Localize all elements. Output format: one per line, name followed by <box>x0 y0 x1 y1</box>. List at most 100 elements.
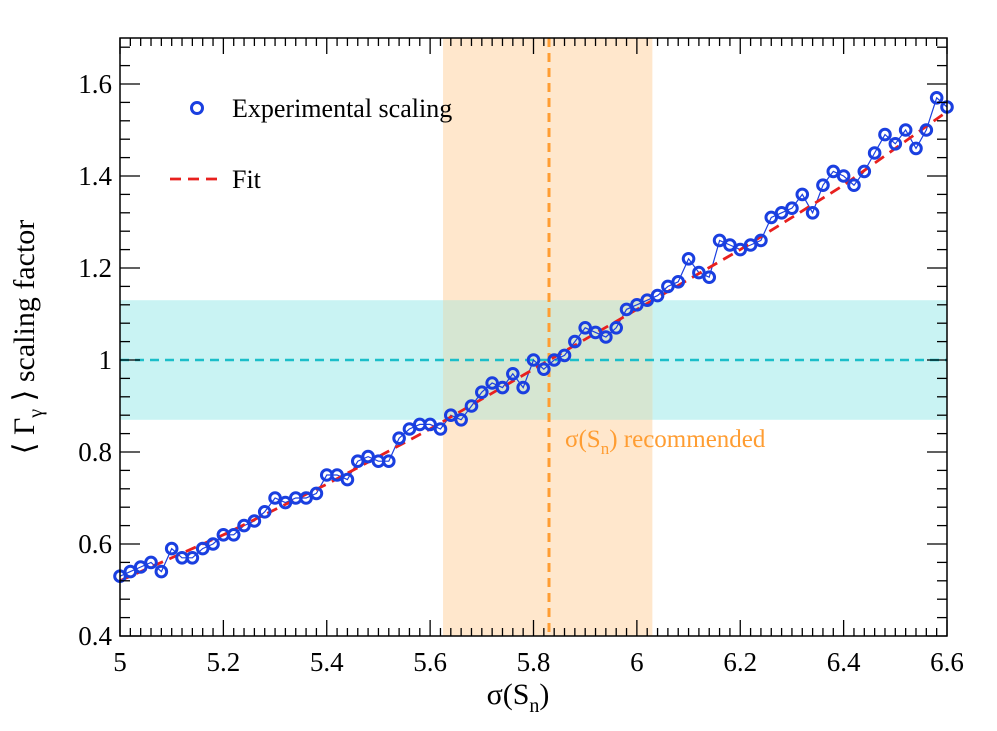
data-point <box>402 422 417 436</box>
data-point <box>826 164 841 179</box>
data-point <box>278 495 293 510</box>
data-point <box>568 334 582 349</box>
data-point <box>805 206 820 220</box>
axes-layer: 5 5.2 5.4 5.6 5.8 6 6.2 6.4 6.6 0.4 0.6 0.8 1 1.2 1.4 1… <box>78 37 964 677</box>
data-point <box>495 380 510 395</box>
data-point <box>857 164 872 179</box>
y-tick-label: 1.2 <box>78 253 112 283</box>
data-point <box>816 178 830 192</box>
data-point <box>237 518 251 533</box>
data-point <box>588 325 603 340</box>
data-point <box>619 302 634 317</box>
data-point <box>764 210 779 225</box>
data-point <box>557 348 572 363</box>
data-point <box>392 431 406 446</box>
x-tick-label: 5.6 <box>413 647 447 677</box>
data-point <box>123 564 138 579</box>
data-point <box>361 449 375 464</box>
data-point <box>785 201 799 215</box>
data-point <box>929 91 944 105</box>
x-tick-label: 6.4 <box>827 647 861 677</box>
data-point <box>195 541 210 556</box>
x-tick-label: 6 <box>630 647 644 677</box>
x-tick-label: 6.2 <box>723 647 757 677</box>
data-point <box>299 491 313 505</box>
data-point <box>454 413 468 427</box>
data-point <box>578 321 592 335</box>
bands-layer <box>120 38 947 636</box>
x-tick-label: 5.8 <box>517 647 551 677</box>
data-point <box>464 399 479 413</box>
data-point <box>206 537 220 551</box>
data-point <box>723 238 737 252</box>
data-point <box>185 551 200 565</box>
data-point <box>630 298 644 312</box>
data-point <box>774 206 789 220</box>
data-point <box>475 385 489 400</box>
data-point <box>154 564 169 579</box>
data-point <box>650 288 665 303</box>
y-tick-label: 1.6 <box>78 69 112 99</box>
data-point <box>309 486 324 501</box>
x-tick-label: 5 <box>113 647 127 677</box>
x-tick-label: 5.2 <box>207 647 241 677</box>
data-point <box>878 127 892 142</box>
data-point <box>909 141 923 156</box>
y-tick-label: 1 <box>99 345 113 375</box>
data-point <box>340 472 355 487</box>
data-point <box>350 454 365 469</box>
data-point <box>133 560 148 574</box>
data-point <box>754 233 768 248</box>
data-point <box>330 468 344 482</box>
data-point <box>164 541 179 556</box>
data-point <box>681 251 696 266</box>
data-point <box>898 123 913 137</box>
legend-marker-experimental <box>190 101 204 115</box>
data-point <box>743 238 758 252</box>
data-point <box>888 137 903 151</box>
data-point <box>247 514 262 528</box>
x-axis-title: σ(Sn) <box>487 678 550 717</box>
data-point <box>526 353 541 367</box>
y-tick-label: 0.8 <box>78 437 112 467</box>
reference-lines-layer: σ(Sn) recommended <box>120 38 947 636</box>
data-point <box>268 491 282 505</box>
recommended-annotation: σ(Sn) recommended <box>565 426 766 458</box>
data-point <box>506 367 520 381</box>
data-point <box>671 275 686 289</box>
data-point <box>712 233 727 248</box>
data-point <box>547 353 561 367</box>
data-point <box>867 146 882 160</box>
data-point <box>847 178 861 192</box>
axis-titles: σ(Sn) ⟨ Γγ ⟩ scaling factor <box>8 220 549 717</box>
data-point <box>485 376 499 390</box>
y-tick-label: 1.4 <box>78 161 112 191</box>
x-tick-label: 6.6 <box>930 647 964 677</box>
data-point <box>144 555 158 570</box>
series-layer <box>113 91 954 584</box>
data-point <box>919 123 934 137</box>
legend: Experimental scaling Fit <box>170 94 452 194</box>
data-point <box>609 321 624 335</box>
data-point <box>226 528 241 542</box>
x-tick-label: 5.4 <box>310 647 344 677</box>
y-tick-label: 0.4 <box>78 621 112 651</box>
data-point <box>537 362 551 377</box>
data-point <box>516 380 530 395</box>
data-point <box>423 417 437 432</box>
data-point <box>257 505 272 519</box>
data-point <box>433 422 448 436</box>
data-point <box>640 293 655 308</box>
data-point <box>836 169 851 183</box>
legend-label-fit: Fit <box>232 165 262 194</box>
legend-label-experimental: Experimental scaling <box>232 94 452 123</box>
data-point <box>795 187 810 202</box>
data-point <box>444 408 458 423</box>
data-point <box>661 279 675 294</box>
data-point <box>702 270 717 285</box>
data-point <box>733 242 748 257</box>
data-point <box>381 454 396 469</box>
y-tick-label: 0.6 <box>78 529 112 559</box>
data-point <box>692 265 706 280</box>
